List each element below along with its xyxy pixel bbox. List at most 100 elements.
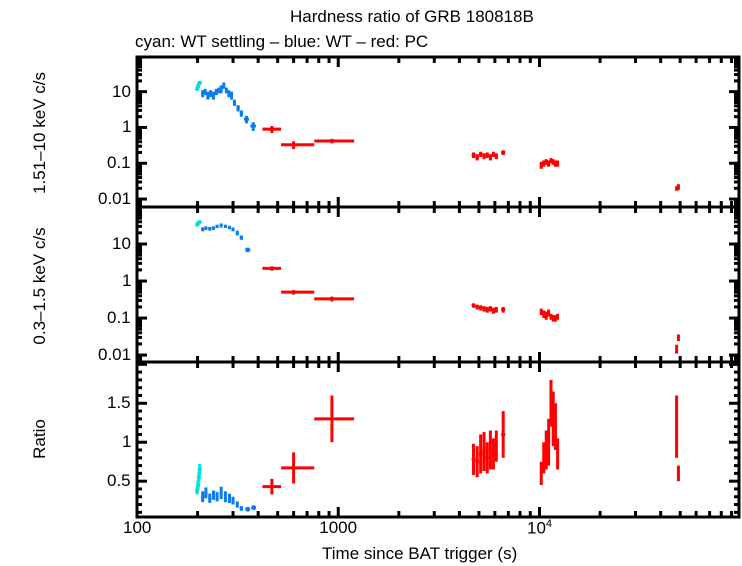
data-point-blue: [201, 227, 205, 232]
y-tick-label-text: 1: [122, 271, 132, 291]
x-tick-label: 1000: [319, 518, 357, 538]
data-point-blue: [235, 230, 239, 236]
data-point-blue: [224, 87, 228, 94]
data-point-red: [539, 308, 543, 316]
data-point-blue: [201, 491, 205, 503]
y-tick-label: 1.5: [107, 393, 131, 413]
data-point-red: [494, 306, 498, 313]
data-point-red: [475, 304, 479, 310]
data-point-red: [491, 307, 495, 314]
data-point-red: [475, 154, 479, 161]
data-point-red: [482, 432, 486, 472]
data-point-red: [547, 160, 551, 167]
data-point-blue: [235, 501, 239, 508]
data-point-red: [556, 438, 560, 470]
data-point-red: [475, 446, 479, 478]
data-point-blue: [251, 505, 256, 510]
data-point-blue: [219, 486, 223, 500]
data-point-red: [542, 442, 546, 474]
y-tick-label: 0.5: [107, 471, 131, 491]
data-point-red: [547, 309, 551, 317]
data-point-red: [542, 160, 546, 167]
data-point-red: [553, 403, 557, 451]
data-point-red: [547, 418, 551, 466]
data-point-red: [676, 184, 680, 190]
chart-subtitle: cyan: WT settling – blue: WT – red: PC: [135, 32, 429, 51]
data-point-red: [488, 306, 492, 312]
data-point-red: [485, 152, 489, 159]
data-point-blue: [217, 87, 221, 94]
y-tick-label: 0.01: [98, 189, 131, 209]
data-point-blue: [212, 226, 216, 230]
data-point-blue: [203, 88, 207, 96]
y-tick-label-text: 0.5: [107, 471, 131, 491]
y-tick-label: 1: [122, 432, 131, 452]
chart-title: Hardness ratio of GRB 180818B: [290, 7, 534, 26]
data-point-red: [471, 443, 476, 475]
data-point-red: [478, 434, 483, 474]
data-point-blue: [227, 90, 231, 98]
data-point-red: [675, 344, 679, 354]
y-tick-label-text: 10: [112, 234, 131, 254]
data-point-blue: [215, 224, 219, 229]
data-point-blue: [215, 492, 219, 502]
data-point-red: [539, 161, 543, 169]
data-point-blue: [208, 493, 212, 503]
data-point-red: [675, 395, 679, 458]
data-point-red: [314, 395, 355, 443]
data-point-red: [494, 430, 498, 462]
y-tick-label-text: 0.1: [107, 308, 131, 328]
data-point-red: [501, 306, 506, 313]
data-point-blue: [239, 506, 243, 511]
x-tick-label: 104: [527, 518, 552, 539]
data-point-cyan: [197, 464, 202, 475]
y-tick-label: 1: [122, 271, 131, 291]
x-axis-label: Time since BAT trigger (s): [322, 544, 518, 563]
y-tick-label-text: 10: [112, 81, 131, 101]
data-point-red: [544, 159, 548, 165]
data-point-blue: [209, 90, 213, 98]
data-point-red: [281, 290, 315, 295]
data-point-blue: [239, 235, 243, 240]
data-point-red: [491, 438, 495, 470]
y-tick-label: 10: [112, 82, 131, 102]
data-point-blue: [208, 226, 212, 231]
y-tick-label-text: 0.1: [107, 153, 131, 173]
data-point-blue: [206, 91, 210, 100]
y-tick-label: 0.1: [107, 153, 131, 173]
data-point-red: [544, 430, 548, 470]
y-tick-label-text: 0.01: [98, 345, 132, 365]
panel-frame: [135, 360, 741, 519]
data-point-red: [488, 154, 492, 161]
data-point-red: [549, 379, 553, 427]
data-point-blue: [204, 487, 208, 499]
data-point-red: [542, 310, 546, 319]
data-point-red: [262, 266, 282, 271]
data-point-red: [488, 430, 492, 470]
data-point-red: [544, 311, 548, 320]
data-point-blue: [239, 110, 243, 117]
data-point-red: [501, 150, 506, 156]
panel-frame: [135, 205, 741, 364]
data-point-red: [262, 478, 282, 495]
y-tick-label-text: 0.01: [98, 189, 132, 209]
data-point-blue: [245, 247, 251, 253]
data-point-red: [281, 141, 315, 150]
data-point-red: [485, 306, 489, 313]
data-point-red: [676, 465, 680, 482]
data-point-red: [549, 313, 553, 320]
data-point-blue: [231, 227, 235, 232]
y-tick-label: 1: [122, 117, 131, 137]
data-point-red: [556, 313, 560, 320]
data-point-blue: [219, 223, 223, 228]
x-tick-label-text: 1000: [319, 518, 358, 537]
data-point-blue: [204, 226, 208, 230]
data-point-blue: [231, 496, 235, 505]
data-point-blue: [232, 99, 236, 106]
data-point-red: [471, 152, 476, 159]
data-point-red: [539, 461, 543, 486]
data-point-red: [314, 138, 355, 144]
y-tick-label-text: 1.5: [107, 393, 131, 413]
x-tick-label-text: 100: [123, 518, 152, 537]
